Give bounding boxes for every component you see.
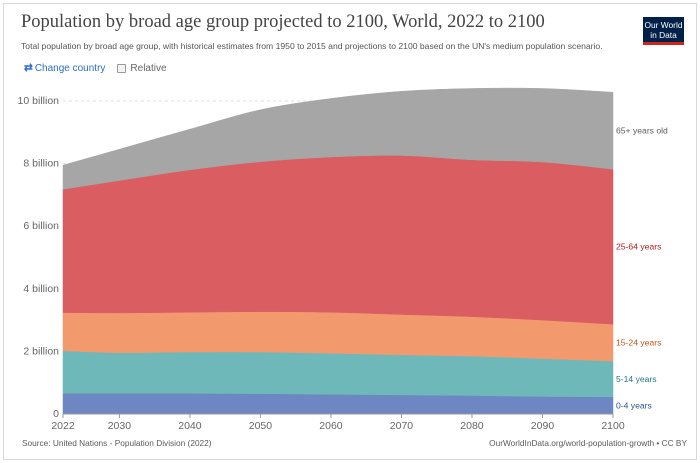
change-country-label: Change country bbox=[34, 62, 106, 74]
owid-logo[interactable]: Our World in Data bbox=[643, 17, 684, 45]
chart-subtitle: Total population by broad age group, wit… bbox=[21, 41, 603, 51]
y-tick-label: 8 billion bbox=[23, 158, 59, 170]
area-65plus[interactable] bbox=[62, 87, 614, 190]
series-label-65plus: 65+ years old bbox=[616, 126, 668, 136]
x-tick-label: 2070 bbox=[390, 420, 414, 432]
series-label-0-4: 0-4 years bbox=[616, 400, 652, 410]
series-label-5-14: 5-14 years bbox=[616, 374, 657, 384]
series-label-25-64: 25-64 years bbox=[616, 242, 661, 252]
logo-line-1: Our World bbox=[644, 20, 683, 30]
chart-controls: ⇄ Change country Relative bbox=[24, 62, 167, 74]
x-tick-label: 2040 bbox=[178, 420, 202, 432]
y-tick-label: 0 bbox=[53, 408, 59, 420]
x-axis: 2022 2030 2040 2050 2060 2070 2080 2090 2100 bbox=[51, 413, 625, 432]
relative-checkbox[interactable] bbox=[117, 63, 127, 73]
y-tick-label: 10 billion bbox=[18, 95, 60, 107]
y-tick-label: 2 billion bbox=[23, 345, 59, 357]
y-tick-label: 6 billion bbox=[23, 220, 59, 232]
y-axis: 0 2 billion 4 billion 6 billion 8 billion 10 … bbox=[18, 95, 60, 420]
area-series bbox=[62, 87, 614, 415]
area-25-64[interactable] bbox=[62, 155, 614, 325]
series-labels: 0-4 years 5-14 years 15-24 years 25-64 year… bbox=[616, 126, 668, 411]
x-tick-label: 2022 bbox=[51, 420, 75, 432]
x-tick-label: 2100 bbox=[601, 420, 625, 432]
logo-line-2: in Data bbox=[650, 29, 677, 40]
x-tick-label: 2080 bbox=[460, 420, 484, 432]
chart-title: Population by broad age group projected … bbox=[21, 12, 545, 32]
swap-arrows-icon: ⇄ bbox=[24, 62, 33, 74]
relative-label: Relative bbox=[130, 62, 167, 74]
y-tick-label: 4 billion bbox=[23, 283, 59, 295]
x-tick-label: 2050 bbox=[249, 420, 273, 432]
change-country-button[interactable]: ⇄ Change country bbox=[24, 62, 105, 74]
x-tick-label: 2030 bbox=[108, 420, 132, 432]
series-label-15-24: 15-24 years bbox=[616, 338, 661, 348]
license-link[interactable]: OurWorldInData.org/world-population-grow… bbox=[489, 438, 687, 448]
relative-toggle[interactable]: Relative bbox=[117, 62, 167, 74]
logo-accent-bar bbox=[643, 42, 684, 45]
x-tick-label: 2060 bbox=[319, 420, 343, 432]
x-tick-label: 2090 bbox=[531, 420, 555, 432]
source-note: Source: United Nations - Population Divi… bbox=[22, 438, 212, 448]
